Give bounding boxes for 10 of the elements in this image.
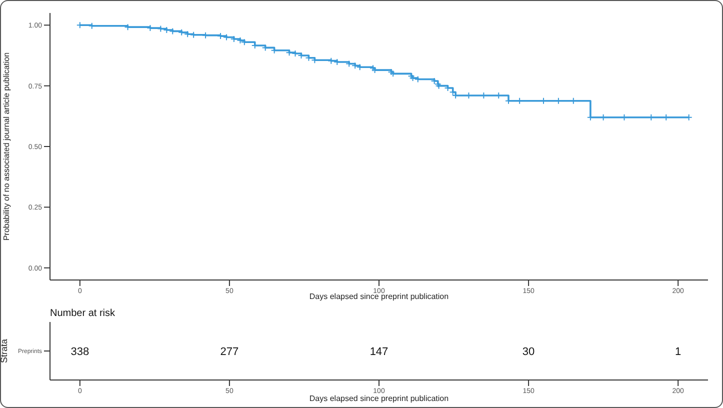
data-label: 338 xyxy=(70,346,90,358)
data-label: 1 xyxy=(675,346,682,358)
data-label: 147 xyxy=(370,346,388,358)
y-axis-title: Probability of no associated journal article publication xyxy=(2,52,11,241)
data-label: 30 xyxy=(522,346,535,358)
data-label: 277 xyxy=(220,346,239,358)
y-axis-title: Strata xyxy=(0,338,10,364)
x-axis-title: Days elapsed since preprint publication xyxy=(308,394,450,403)
x-axis-title: Days elapsed since preprint publication xyxy=(309,292,449,301)
chart-title: Number at risk xyxy=(50,308,116,319)
